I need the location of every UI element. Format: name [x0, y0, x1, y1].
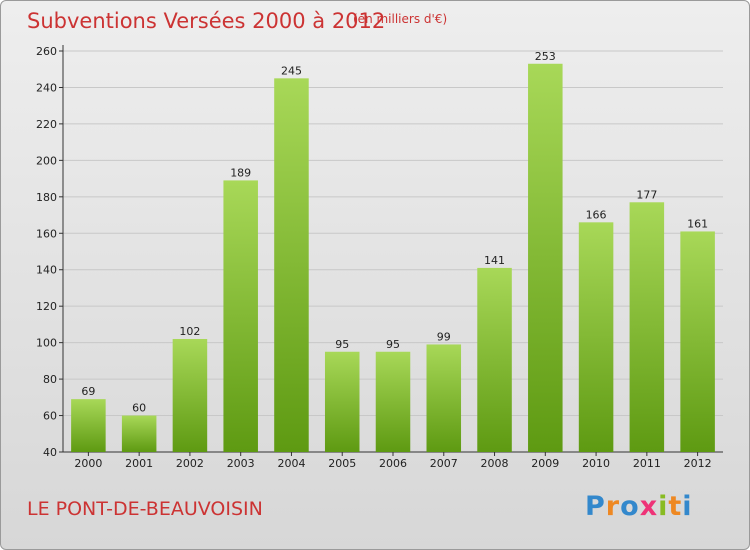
commune-name: LE PONT-DE-BEAUVOISIN [27, 498, 263, 520]
bar-layer [71, 63, 715, 452]
bar-value-label: 95 [335, 338, 349, 351]
y-tick-label: 60 [43, 410, 57, 423]
bar-value-label: 69 [81, 385, 95, 398]
chart-title: Subventions Versées 2000 à 2012 [27, 9, 386, 33]
bar [629, 202, 665, 452]
logo-letter: P [585, 491, 606, 522]
bar [324, 351, 360, 452]
y-tick-label: 40 [43, 446, 57, 459]
x-tick-label: 2000 [74, 457, 102, 470]
unit-note: (en milliers d'€) [353, 12, 448, 26]
x-tick-label: 2004 [277, 457, 305, 470]
y-tick-label: 240 [36, 81, 57, 94]
bar [528, 63, 563, 452]
y-tick-label: 180 [36, 191, 57, 204]
y-tick-label: 260 [36, 45, 57, 58]
y-tick-label: 120 [36, 300, 57, 313]
bar [223, 180, 258, 452]
x-tick-label: 2010 [582, 457, 610, 470]
x-tick-label: 2008 [481, 457, 509, 470]
x-tick-label: 2006 [379, 457, 407, 470]
x-tick-label: 2005 [328, 457, 356, 470]
bar [274, 78, 309, 452]
bar [172, 338, 208, 452]
x-tick-label: 2009 [531, 457, 559, 470]
x-tick-label: 2001 [125, 457, 153, 470]
bar [375, 351, 411, 452]
logo-letter: o [620, 491, 640, 522]
y-tick-label: 200 [36, 154, 57, 167]
bar [680, 231, 715, 452]
y-tick-label: 80 [43, 373, 57, 386]
x-tick-label: 2007 [430, 457, 458, 470]
x-tick-label: 2012 [684, 457, 712, 470]
y-tick-label: 160 [36, 227, 57, 240]
bar-value-label: 95 [386, 338, 400, 351]
label-layer: 69 60 102 189 245 95 95 99 141 253 166 177 161 [81, 50, 708, 415]
bar-value-label: 102 [179, 325, 200, 338]
bar-value-label: 60 [132, 402, 146, 415]
y-tick-label: 220 [36, 118, 57, 131]
logo-letter: r [605, 491, 621, 522]
bar [477, 267, 512, 452]
x-tick-label: 2011 [633, 457, 661, 470]
bar-value-label: 161 [687, 217, 708, 230]
bar-value-label: 141 [484, 254, 505, 267]
y-tick-label: 100 [36, 337, 57, 350]
bar [578, 222, 614, 452]
x-tick-label: 2002 [176, 457, 204, 470]
bar [71, 399, 106, 452]
bar-value-label: 245 [281, 64, 302, 77]
proxiti-logo: Proxiti [585, 491, 693, 522]
x-tick-label: 2003 [227, 457, 255, 470]
logo-letter: t [668, 491, 683, 522]
logo-letter: x [639, 491, 659, 522]
bar-value-label: 166 [586, 208, 607, 221]
bar-value-label: 177 [636, 188, 657, 201]
logo-letter: i [682, 491, 693, 522]
bar-value-label: 189 [230, 166, 251, 179]
logo-letter: i [658, 491, 669, 522]
bar-chart: 40 60 80 100 120 140 160 180 200 220 240 260 2000 200… [36, 45, 723, 470]
bar-value-label: 99 [437, 330, 451, 343]
bar [121, 415, 157, 452]
bar-value-label: 253 [535, 50, 556, 63]
y-tick-label: 140 [36, 264, 57, 277]
bar [426, 344, 462, 452]
